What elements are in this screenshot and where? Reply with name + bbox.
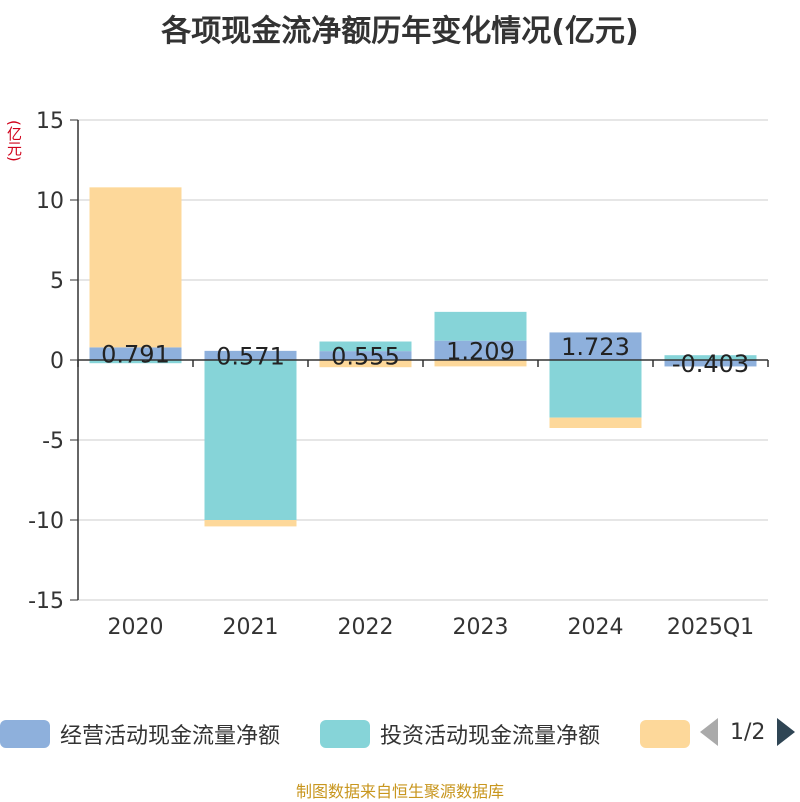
previous-page-icon[interactable] [700,718,718,746]
y-tick-label: -5 [42,429,64,454]
bar-operating [204,350,297,360]
bar-operating [549,332,642,360]
legend-swatch-investing [320,720,370,748]
y-axis-unit: (亿元) [5,120,23,162]
bar-investing [664,355,757,360]
data-label: 0.791 [101,341,170,369]
bar-investing [204,360,297,520]
legend: 经营活动现金流量净额 投资活动现金流量净额 [0,716,800,756]
bar-investing [549,360,642,418]
next-page-icon[interactable] [777,718,796,746]
chart-title: 各项现金流净额历年变化情况(亿元) [161,14,639,49]
bar-financing [204,520,297,527]
x-tick-label: 2020 [108,615,164,640]
legend-item-financing[interactable] [640,716,690,752]
bar-operating [434,340,527,360]
data-label: 1.209 [446,337,515,365]
bar-operating [664,360,757,367]
legend-item-investing[interactable]: 投资活动现金流量净额 [320,716,600,752]
bar-financing [89,187,182,348]
legend-swatch-operating [0,720,50,748]
data-label: 0.555 [331,343,400,371]
data-label: 0.571 [216,342,285,370]
y-tick-label: 0 [50,349,64,374]
legend-page-indicator: 1/2 [730,719,766,745]
bar-investing [89,360,182,364]
legend-item-operating[interactable]: 经营活动现金流量净额 [0,716,280,752]
legend-swatch-financing [640,720,690,748]
y-tick-label: -15 [28,589,64,614]
x-tick-label: 2025Q1 [667,615,754,640]
y-tick-label: 15 [36,109,64,134]
bar-financing [434,360,527,367]
bar-investing [434,311,527,341]
x-tick-label: 2022 [338,615,394,640]
legend-label-investing: 投资活动现金流量净额 [380,724,601,749]
y-tick-label: 10 [36,189,64,214]
legend-label-operating: 经营活动现金流量净额 [60,724,281,749]
data-label: -0.403 [672,350,749,378]
y-tick-label: -10 [28,509,64,534]
bar-operating [319,351,412,360]
bar-investing [319,341,412,352]
stacked-bar-chart: 15 10 5 0 -5 -10 -15 0.791 0.571 0.555 1.209 1.723 -… [28,109,769,640]
x-tick-label: 2021 [223,615,279,640]
bar-operating [89,347,182,360]
bar-financing [549,417,642,428]
x-tick-label: 2023 [453,615,509,640]
data-source-note: 制图数据来自恒生聚源数据库 [295,782,504,801]
legend-pager: 1/2 [700,718,796,746]
data-label: 1.723 [561,333,630,361]
y-tick-label: 5 [50,269,64,294]
bar-financing [319,360,412,368]
x-tick-label: 2024 [568,615,624,640]
